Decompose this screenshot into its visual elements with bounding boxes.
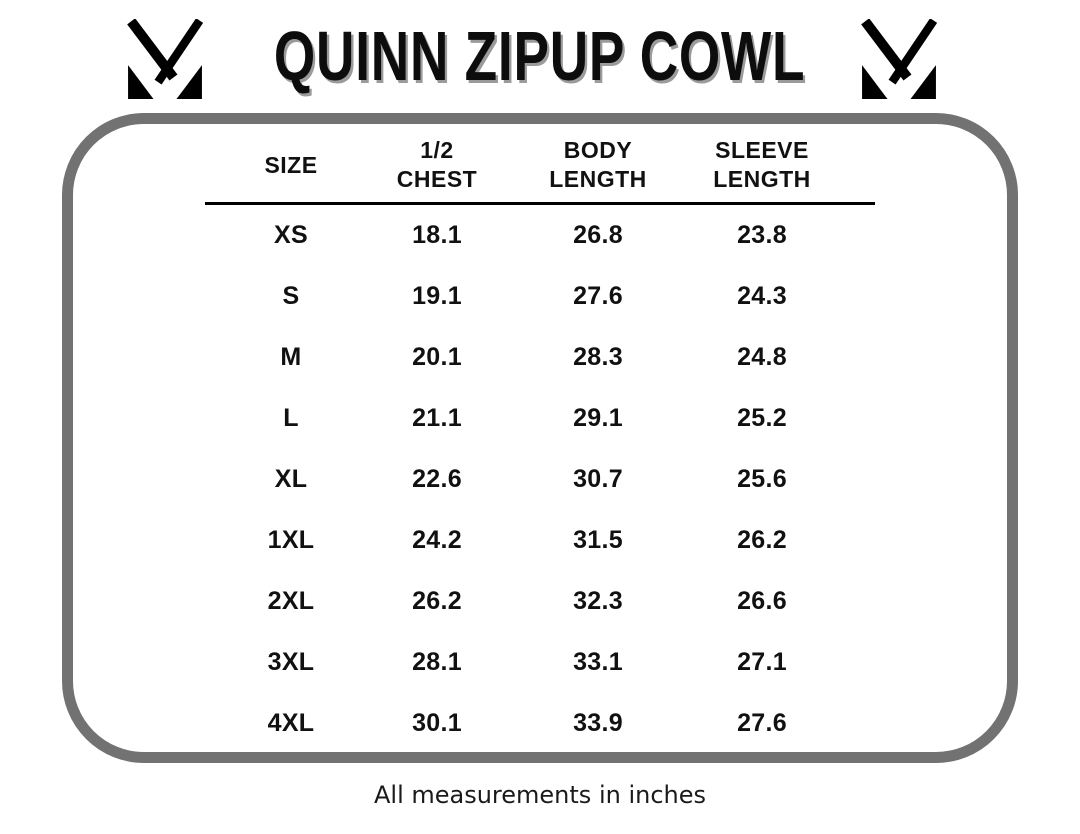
- half-chest-value: 22.6: [412, 465, 462, 493]
- table-row-2xl: 2XL 26.2 32.3 26.6: [205, 571, 875, 632]
- sleeve-length-value: 25.2: [737, 404, 787, 432]
- half-chest-value: 19.1: [412, 282, 462, 310]
- body-length-value: 32.3: [573, 587, 623, 615]
- table-row-1xl: 1XL 24.2 31.5 26.2: [205, 510, 875, 571]
- page-title-text: QUINN ZIPUP COWL: [274, 17, 806, 95]
- size-label: 1XL: [267, 526, 315, 554]
- page-title: QUINN ZIPUP COWL: [0, 16, 1080, 96]
- table-row-xl: XL 22.6 30.7 25.6: [205, 449, 875, 510]
- table-row-l: L 21.1 29.1 25.2: [205, 388, 875, 449]
- body-length-value: 26.8: [573, 221, 623, 249]
- column-header-half-chest: 1/2 CHEST: [396, 137, 478, 192]
- sleeve-length-value: 25.6: [737, 465, 787, 493]
- column-header-size: SIZE: [264, 151, 318, 178]
- sleeve-length-value: 24.3: [737, 282, 787, 310]
- half-chest-value: 20.1: [412, 343, 462, 371]
- body-length-value: 29.1: [573, 404, 623, 432]
- table-header-row: SIZE 1/2 CHEST BODY LENGTH SLEEVE LENGTH: [205, 124, 875, 202]
- body-length-value: 28.3: [573, 343, 623, 371]
- size-label: 4XL: [267, 709, 315, 737]
- size-label: M: [280, 343, 302, 371]
- sleeve-length-value: 27.6: [737, 709, 787, 737]
- sleeve-length-value: 26.2: [737, 526, 787, 554]
- body-length-value: 30.7: [573, 465, 623, 493]
- body-length-value: 33.1: [573, 648, 623, 676]
- sleeve-length-value: 26.6: [737, 587, 787, 615]
- size-label: 2XL: [267, 587, 315, 615]
- size-label: XL: [274, 465, 308, 493]
- body-length-value: 33.9: [573, 709, 623, 737]
- table-row-s: S 19.1 27.6 24.3: [205, 266, 875, 327]
- half-chest-value: 28.1: [412, 648, 462, 676]
- table-row-m: M 20.1 28.3 24.8: [205, 327, 875, 388]
- half-chest-value: 21.1: [412, 404, 462, 432]
- size-label: XS: [274, 221, 308, 249]
- half-chest-value: 24.2: [412, 526, 462, 554]
- column-header-body-length: BODY LENGTH: [549, 137, 647, 192]
- size-label: S: [282, 282, 300, 310]
- size-table: SIZE 1/2 CHEST BODY LENGTH SLEEVE LENGTH…: [205, 124, 875, 754]
- sleeve-length-value: 23.8: [737, 221, 787, 249]
- half-chest-value: 18.1: [412, 221, 462, 249]
- brand-m-monogram-icon: [126, 19, 204, 99]
- table-row-3xl: 3XL 28.1 33.1 27.1: [205, 632, 875, 693]
- size-chart-panel: SIZE 1/2 CHEST BODY LENGTH SLEEVE LENGTH…: [62, 113, 1018, 763]
- half-chest-value: 30.1: [412, 709, 462, 737]
- body-length-value: 27.6: [573, 282, 623, 310]
- measurements-footnote: All measurements in inches: [373, 781, 706, 809]
- table-row-4xl: 4XL 30.1 33.9 27.6: [205, 693, 875, 754]
- table-row-xs: XS 18.1 26.8 23.8: [205, 205, 875, 266]
- half-chest-value: 26.2: [412, 587, 462, 615]
- sleeve-length-value: 27.1: [737, 648, 787, 676]
- size-label: L: [283, 404, 299, 432]
- body-length-value: 31.5: [573, 526, 623, 554]
- header-divider-line: [205, 202, 875, 205]
- brand-m-monogram-icon: [860, 19, 938, 99]
- column-header-sleeve-length: SLEEVE LENGTH: [713, 137, 811, 192]
- sleeve-length-value: 24.8: [737, 343, 787, 371]
- size-label: 3XL: [267, 648, 315, 676]
